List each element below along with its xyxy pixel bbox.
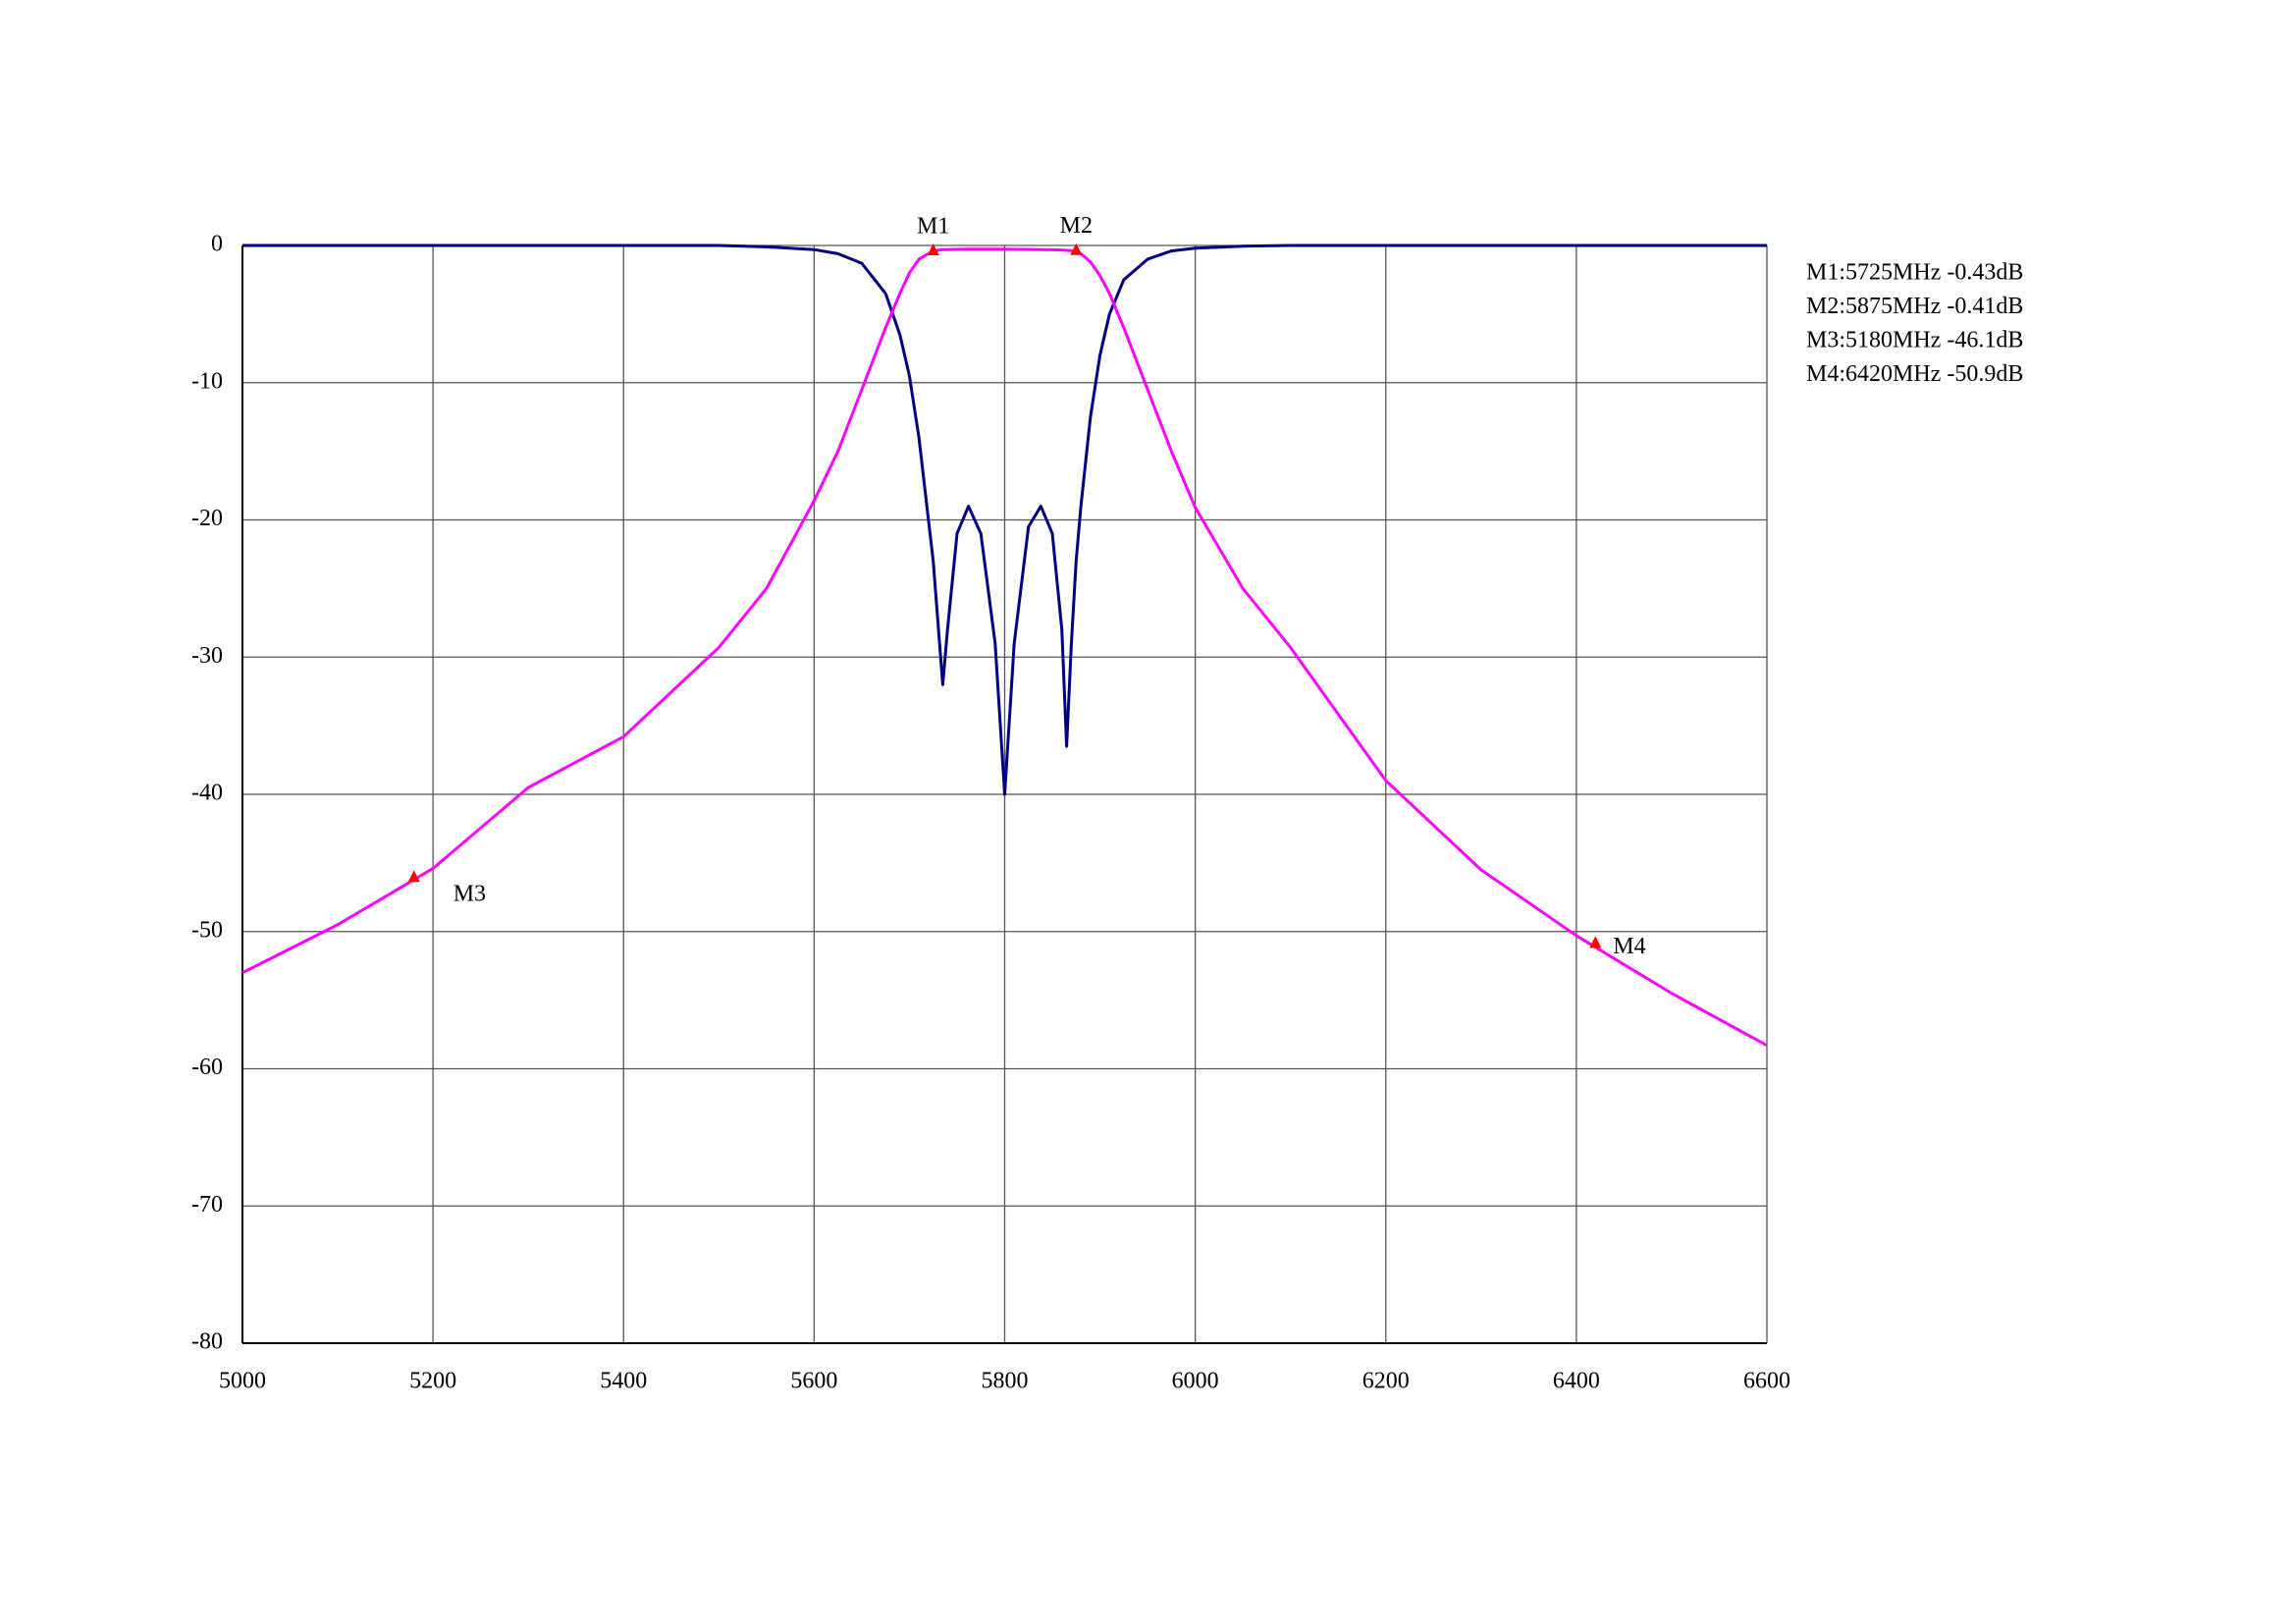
x-tick-label: 5000 bbox=[219, 1369, 266, 1394]
marker-label: M1 bbox=[917, 214, 949, 240]
x-tick-label: 6400 bbox=[1553, 1369, 1600, 1394]
marker-label: M4 bbox=[1613, 934, 1645, 959]
marker bbox=[1589, 936, 1602, 948]
y-tick-label: -50 bbox=[191, 917, 223, 943]
y-tick-label: 0 bbox=[211, 232, 223, 257]
series-line bbox=[242, 244, 1767, 796]
series-line bbox=[241, 247, 1768, 1048]
x-tick-label: 5600 bbox=[790, 1369, 837, 1394]
marker-readout: M4:6420MHz -50.9dB bbox=[1806, 361, 2023, 387]
marker-readout: M1:5725MHz -0.43dB bbox=[1806, 260, 2023, 286]
y-tick-label: -30 bbox=[191, 643, 223, 669]
y-tick-label: -60 bbox=[191, 1055, 223, 1080]
x-tick-label: 5800 bbox=[982, 1369, 1029, 1394]
marker-label: M2 bbox=[1060, 213, 1093, 239]
y-tick-label: -20 bbox=[191, 506, 223, 531]
x-tick-label: 6000 bbox=[1172, 1369, 1219, 1394]
marker bbox=[927, 244, 939, 256]
marker-readout: M3:5180MHz -46.1dB bbox=[1806, 328, 2023, 353]
x-tick-label: 5200 bbox=[409, 1369, 456, 1394]
x-tick-label: 5400 bbox=[600, 1369, 647, 1394]
y-tick-label: -40 bbox=[191, 781, 223, 806]
y-tick-label: -10 bbox=[191, 368, 223, 394]
labels: 0 -10 -20 -30 -40 -50 -60 -70 -80 5000 5200 5400 560… bbox=[191, 213, 2023, 1393]
marker-label: M3 bbox=[454, 882, 486, 907]
x-tick-label: 6200 bbox=[1362, 1369, 1410, 1394]
marker bbox=[1070, 243, 1083, 255]
y-tick-label: -70 bbox=[191, 1192, 223, 1218]
y-tick-label: -80 bbox=[191, 1329, 223, 1355]
lines bbox=[241, 243, 1768, 1048]
marker bbox=[407, 870, 420, 883]
marker-readout: M2:5875MHz -0.41dB bbox=[1806, 294, 2023, 319]
x-tick-label: 6600 bbox=[1743, 1369, 1790, 1394]
